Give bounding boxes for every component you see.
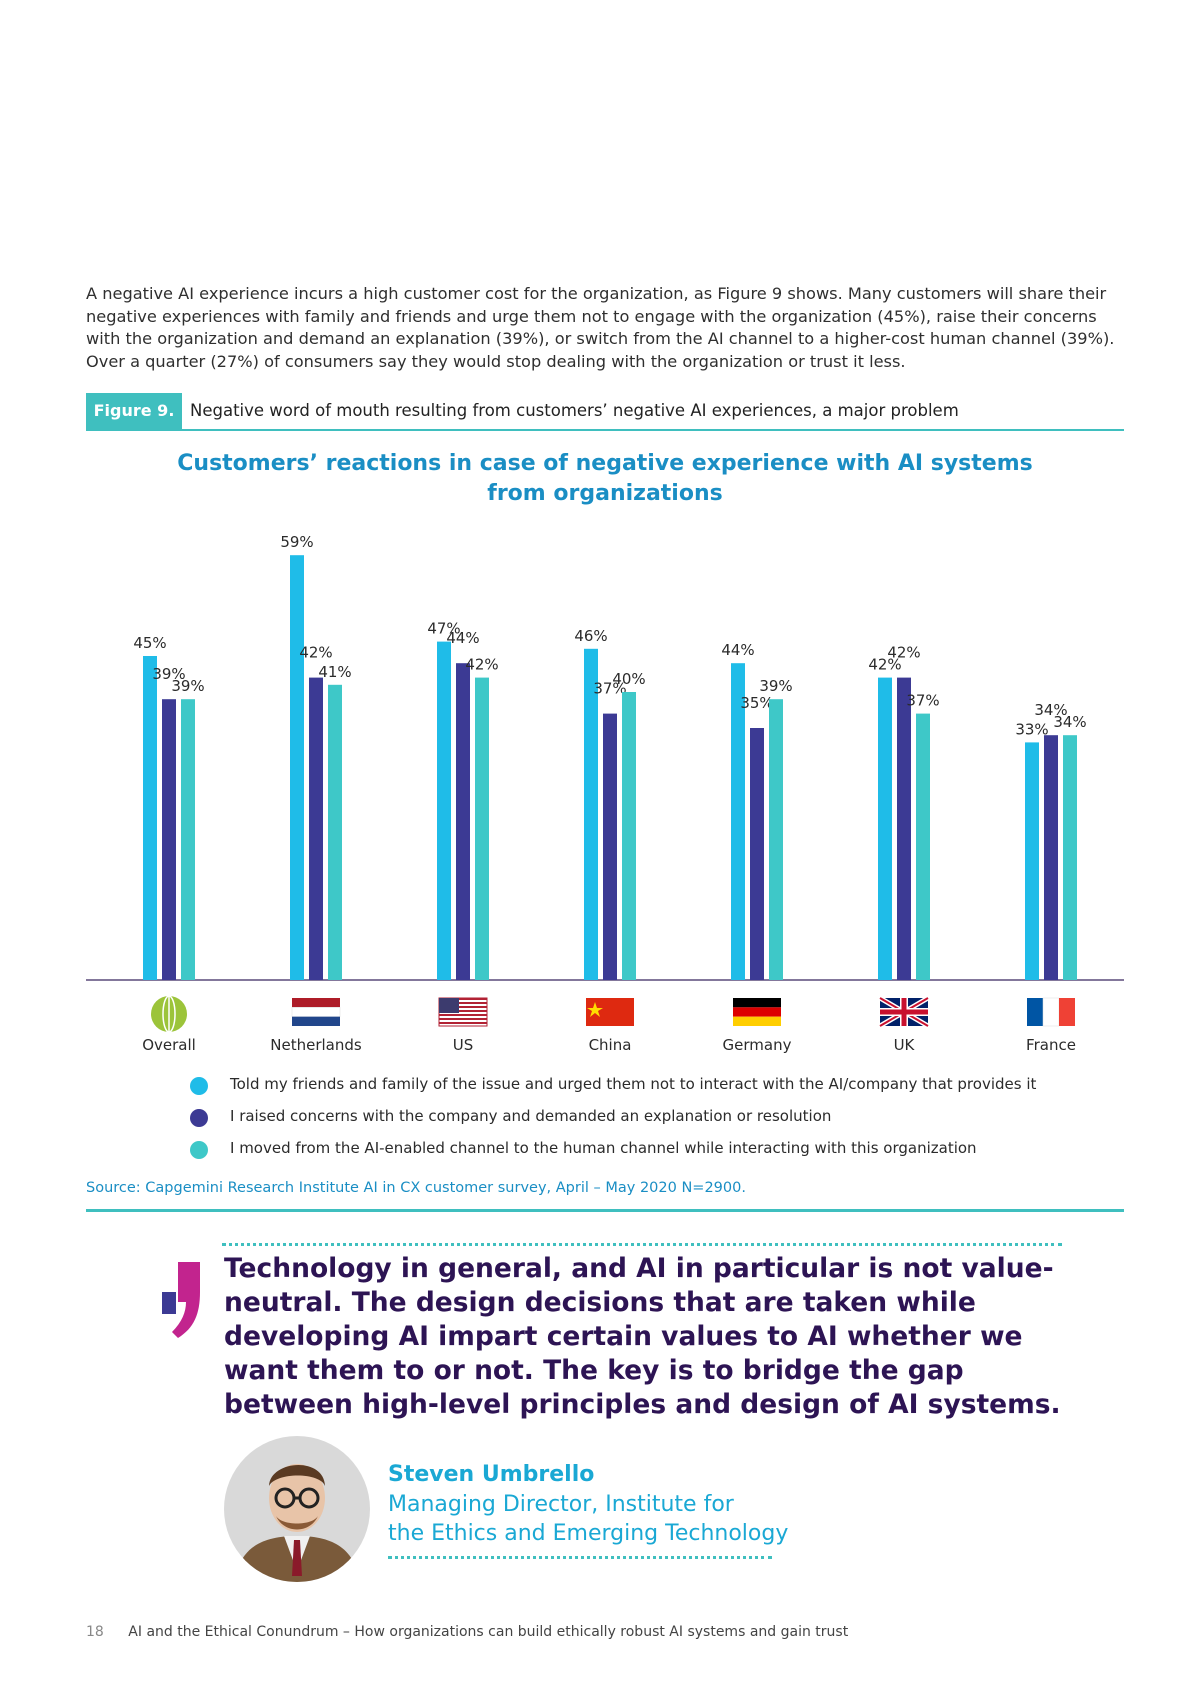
data-label: 42% xyxy=(299,644,332,662)
bar xyxy=(1025,742,1039,980)
person-portrait-icon xyxy=(224,1436,370,1582)
legend-dot-series-1 xyxy=(190,1077,208,1095)
bar xyxy=(437,641,451,980)
bar xyxy=(143,656,157,980)
data-label: 37% xyxy=(593,680,626,698)
bar xyxy=(162,699,176,980)
category-label: China xyxy=(589,1036,632,1054)
bar xyxy=(897,677,911,980)
data-label: 39% xyxy=(171,677,204,695)
quote-mark-icon xyxy=(162,1262,200,1338)
data-label: 44% xyxy=(446,629,479,647)
bar xyxy=(878,677,892,980)
person-role: Managing Director, Institute for the Eth… xyxy=(388,1490,788,1548)
bar xyxy=(290,555,304,980)
figure-tag: Figure 9. xyxy=(86,393,182,429)
data-label: 46% xyxy=(574,627,607,645)
category-label: UK xyxy=(894,1036,916,1054)
source-note: Source: Capgemini Research Institute AI … xyxy=(86,1180,746,1196)
bar xyxy=(603,713,617,980)
category-label: Netherlands xyxy=(270,1036,362,1054)
globe-icon xyxy=(151,995,187,1033)
bar xyxy=(1044,735,1058,980)
legend-label: I raised concerns with the company and d… xyxy=(230,1107,832,1125)
category-label: Germany xyxy=(723,1036,792,1054)
category-label: US xyxy=(453,1036,474,1054)
data-label: 33% xyxy=(1015,720,1048,738)
bar xyxy=(456,663,470,980)
data-label: 44% xyxy=(721,641,754,659)
data-label: 45% xyxy=(133,634,166,652)
data-label: 40% xyxy=(612,670,645,688)
bar xyxy=(622,692,636,980)
quote-top-divider xyxy=(222,1243,1062,1246)
bar xyxy=(181,699,195,980)
chart-title-line-2: from organizations xyxy=(487,481,723,506)
bar xyxy=(916,713,930,980)
data-label: 42% xyxy=(887,644,920,662)
figure-title: Negative word of mouth resulting from cu… xyxy=(190,401,959,420)
data-label: 42% xyxy=(465,656,498,674)
bar-chart: 45%39%39%Overall59%42%41%Netherlands47%4… xyxy=(86,533,1124,1054)
category-label: France xyxy=(1026,1036,1076,1054)
data-label: 39% xyxy=(759,677,792,695)
category-label: Overall xyxy=(142,1036,196,1054)
legend-dot-series-3 xyxy=(190,1141,208,1159)
flag-china-icon xyxy=(586,998,634,1026)
figure-header: Figure 9. Negative word of mouth resulti… xyxy=(86,393,1124,431)
chart-title-line-1: Customers’ reactions in case of negative… xyxy=(177,451,1033,476)
bar xyxy=(750,728,764,980)
page-number: 18 xyxy=(86,1624,104,1640)
flag-us-icon xyxy=(438,997,488,1027)
person-role-line-1: Managing Director, Institute for xyxy=(388,1492,734,1517)
data-label: 39% xyxy=(152,665,185,683)
bar xyxy=(769,699,783,980)
data-label: 47% xyxy=(427,620,460,638)
flag-netherlands-icon xyxy=(291,998,341,1026)
section-divider xyxy=(86,1209,1124,1212)
bar xyxy=(1063,735,1077,980)
person-name: Steven Umbrello xyxy=(388,1462,595,1487)
intro-paragraph: A negative AI experience incurs a high c… xyxy=(86,284,1115,371)
bar xyxy=(584,648,598,980)
chart-title: Customers’ reactions in case of negative… xyxy=(86,449,1124,509)
avatar xyxy=(224,1436,370,1582)
data-label: 34% xyxy=(1034,701,1067,719)
legend-dot-series-2 xyxy=(190,1109,208,1127)
bar xyxy=(328,684,342,980)
flag-uk-icon xyxy=(878,995,930,1029)
flag-france-icon xyxy=(1027,997,1075,1027)
page-footer: 18 AI and the Ethical Conundrum – How or… xyxy=(86,1624,848,1640)
quote-bottom-divider xyxy=(388,1556,772,1559)
bar xyxy=(731,663,745,980)
bar xyxy=(309,677,323,980)
legend-label: I moved from the AI-enabled channel to t… xyxy=(230,1139,977,1157)
data-label: 35% xyxy=(740,694,773,712)
data-label: 34% xyxy=(1053,713,1086,731)
data-label: 37% xyxy=(906,692,939,710)
legend-label: Told my friends and family of the issue … xyxy=(230,1075,1037,1093)
person-role-line-2: the Ethics and Emerging Technology xyxy=(388,1521,789,1546)
flag-germany-icon xyxy=(733,998,781,1026)
data-label: 59% xyxy=(280,533,313,551)
footer-title: AI and the Ethical Conundrum – How organ… xyxy=(128,1624,849,1640)
data-label: 42% xyxy=(868,656,901,674)
data-label: 41% xyxy=(318,663,351,681)
bar xyxy=(475,677,489,980)
quote-text: Technology in general, and AI in particu… xyxy=(224,1253,1061,1420)
